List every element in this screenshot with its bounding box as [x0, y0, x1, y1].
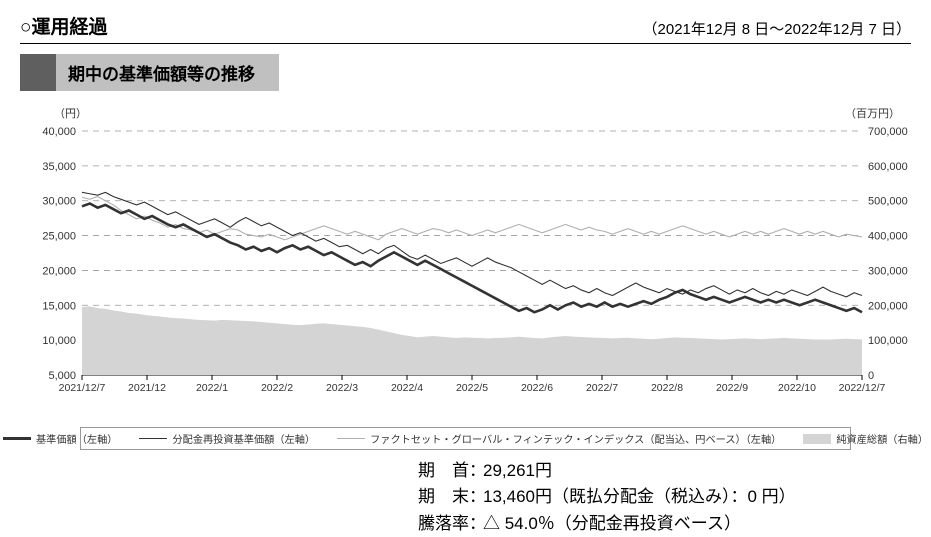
svg-text:2022/1: 2022/1 — [196, 382, 228, 394]
svg-text:500,000: 500,000 — [868, 196, 908, 208]
section-title: 期中の基準価額等の推移 — [56, 54, 279, 91]
svg-text:30,000: 30,000 — [42, 196, 76, 208]
svg-text:200,000: 200,000 — [868, 300, 908, 312]
svg-text:2022/6: 2022/6 — [521, 382, 553, 394]
svg-text:2022/7: 2022/7 — [586, 382, 618, 394]
svg-text:2021/12/7: 2021/12/7 — [59, 382, 106, 394]
svg-text:2022/3: 2022/3 — [326, 382, 358, 394]
svg-text:2022/8: 2022/8 — [651, 382, 683, 394]
svg-text:2022/4: 2022/4 — [391, 382, 423, 394]
svg-text:2022/9: 2022/9 — [716, 382, 748, 394]
nav-chart: 5,000 10,000 15,000 20,000 25,000 30,000 35,00… — [20, 99, 911, 425]
svg-text:10,000: 10,000 — [42, 335, 76, 347]
svg-text:300,000: 300,000 — [868, 265, 908, 277]
svg-text:（円）: （円） — [54, 107, 87, 120]
svg-text:（百万円）: （百万円） — [845, 107, 900, 120]
svg-text:700,000: 700,000 — [868, 126, 908, 138]
page-title: ○運用経過 — [20, 12, 107, 39]
chart-legend: 基準価額（左軸） 分配金再投資基準価額（左軸） ファクトセット・グローバル・フィ… — [80, 427, 851, 450]
svg-text:2022/2: 2022/2 — [261, 382, 293, 394]
summary-block: 期 首：29,261円 期 末：13,460円（既払分配金（税込み）：0 円） … — [20, 458, 911, 537]
summary-start: 期 首：29,261円 — [418, 458, 911, 484]
svg-text:2022/5: 2022/5 — [456, 382, 488, 394]
svg-text:400,000: 400,000 — [868, 231, 908, 243]
date-range: （2021年12月 8 日～2022年12月 7 日） — [643, 18, 911, 39]
summary-end: 期 末：13,460円（既払分配金（税込み）：0 円） — [418, 484, 911, 510]
legend-index: ファクトセット・グローバル・フィンテック・インデックス（配当込、円ベース）（左軸… — [337, 431, 781, 446]
svg-text:15,000: 15,000 — [42, 300, 76, 312]
summary-return: 騰落率：△ 54.0％（分配金再投資ベース） — [418, 511, 911, 537]
svg-text:2021/12: 2021/12 — [128, 382, 166, 394]
legend-nav-thin: 分配金再投資基準価額（左軸） — [139, 431, 315, 446]
svg-text:600,000: 600,000 — [868, 161, 908, 173]
svg-text:100,000: 100,000 — [868, 335, 908, 347]
svg-text:2022/12/7: 2022/12/7 — [839, 382, 886, 394]
svg-text:5,000: 5,000 — [48, 370, 76, 382]
svg-text:2022/10: 2022/10 — [778, 382, 816, 394]
svg-text:35,000: 35,000 — [42, 161, 76, 173]
svg-text:20,000: 20,000 — [42, 265, 76, 277]
svg-text:40,000: 40,000 — [42, 126, 76, 138]
legend-area: 純資産総額（右軸） — [803, 431, 928, 446]
section-header: 期中の基準価額等の推移 — [20, 54, 911, 91]
svg-text:25,000: 25,000 — [42, 231, 76, 243]
svg-text:0: 0 — [868, 370, 874, 382]
legend-nav-thick: 基準価額（左軸） — [3, 431, 118, 446]
